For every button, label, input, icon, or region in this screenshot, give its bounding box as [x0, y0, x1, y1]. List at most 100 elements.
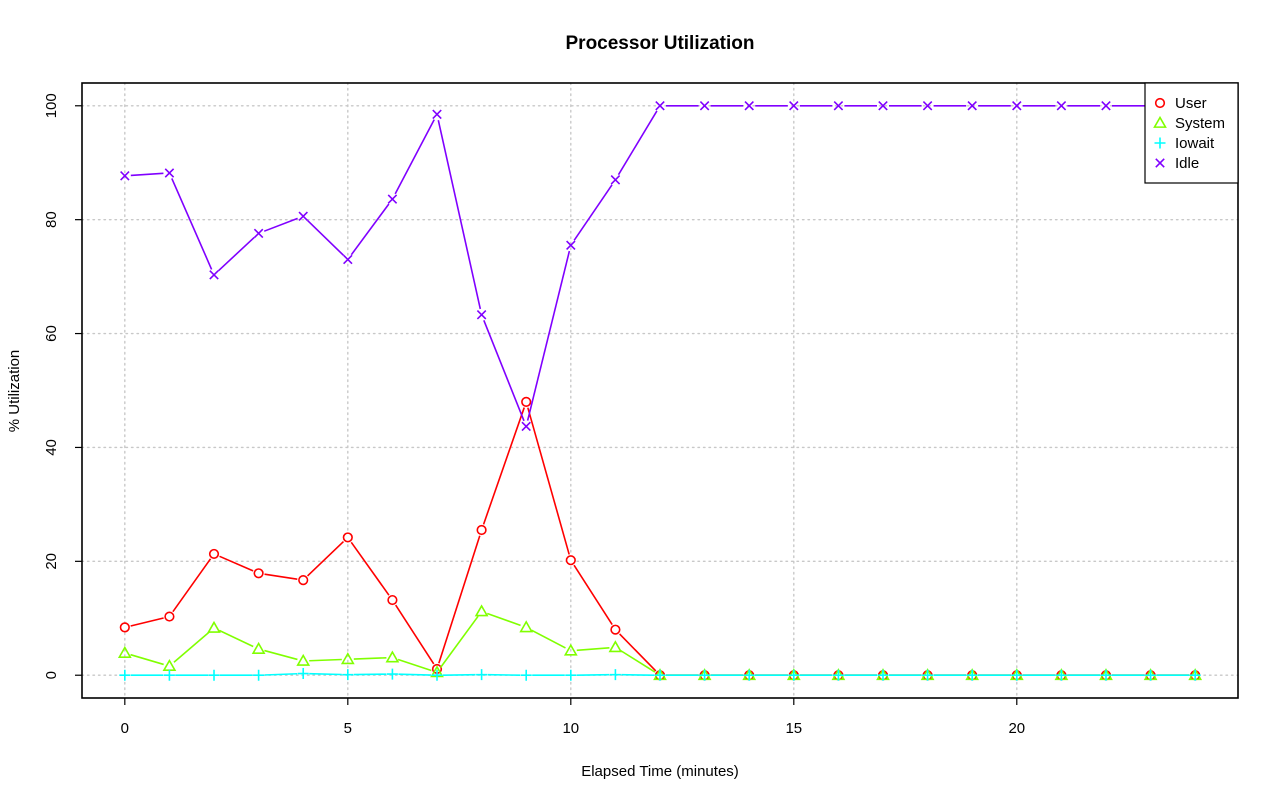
- point-system-3: [251, 641, 266, 654]
- line-segment-system-4: [309, 658, 342, 662]
- point-system-0: [117, 645, 132, 658]
- line-segment-system-11: [620, 649, 656, 673]
- line-segment-user-11: [619, 633, 657, 672]
- line-segment-iowait-6: [398, 673, 432, 676]
- point-idle-13: [699, 101, 710, 111]
- line-segment-idle-1: [171, 178, 213, 270]
- x-tick-label-5: 5: [344, 720, 352, 737]
- point-system-11: [608, 640, 623, 653]
- line-segment-user-6: [394, 604, 435, 665]
- line-segment-system-8: [486, 612, 521, 627]
- line-segment-idle-6: [394, 119, 435, 195]
- legend-label-system: System: [1175, 115, 1225, 132]
- point-idle-21: [1056, 101, 1067, 111]
- plot-frame: [81, 82, 1239, 699]
- y-tick-label-20: 20: [43, 553, 60, 570]
- line-segment-user-3: [264, 573, 298, 581]
- point-iowait-21: [1055, 669, 1067, 681]
- point-idle-4: [298, 211, 308, 222]
- x-tick-label-20: 20: [1008, 720, 1025, 737]
- legend-item-iowait: Iowait: [1154, 135, 1215, 152]
- line-segment-user-0: [130, 617, 164, 627]
- line-segment-user-2: [219, 555, 254, 572]
- point-iowait-9: [520, 669, 532, 681]
- point-iowait-3: [253, 669, 265, 681]
- line-segment-idle-10: [573, 184, 613, 241]
- point-idle-6: [387, 194, 398, 204]
- line-segment-idle-8: [483, 320, 525, 422]
- point-system-10: [563, 643, 578, 656]
- legend-item-system: System: [1153, 115, 1225, 132]
- series-idle: [120, 101, 1200, 432]
- line-segment-idle-7: [437, 120, 482, 310]
- series-user: [119, 396, 1201, 681]
- x-tick-label-10: 10: [562, 720, 579, 737]
- line-segment-user-1: [172, 558, 212, 613]
- line-segment-system-6: [397, 658, 432, 672]
- point-iowait-7: [431, 669, 443, 681]
- point-idle-22: [1101, 101, 1111, 111]
- point-iowait-15: [788, 669, 800, 681]
- point-system-2: [207, 620, 221, 633]
- point-idle-16: [833, 101, 844, 111]
- chart-title: Processor Utilization: [566, 33, 755, 54]
- point-user-11: [610, 624, 621, 635]
- y-tick-label-80: 80: [43, 211, 60, 228]
- point-idle-12: [655, 101, 665, 111]
- point-idle-14: [744, 101, 754, 111]
- point-iowait-14: [743, 669, 755, 681]
- point-iowait-17: [877, 669, 889, 681]
- point-iowait-1: [163, 669, 175, 681]
- line-segment-system-2: [219, 629, 254, 648]
- point-system-5: [340, 652, 355, 665]
- point-system-9: [519, 620, 534, 633]
- point-system-4: [296, 653, 311, 666]
- line-segment-user-9: [527, 407, 570, 555]
- line-segment-user-4: [306, 540, 345, 577]
- line-segment-system-9: [531, 629, 566, 649]
- legend-item-idle: Idle: [1155, 155, 1199, 172]
- line-segment-system-3: [264, 649, 298, 661]
- line-segment-system-0: [130, 653, 164, 666]
- point-idle-18: [922, 101, 933, 111]
- point-user-6: [387, 594, 398, 606]
- line-segment-system-10: [576, 646, 610, 652]
- point-iowait-0: [119, 669, 131, 681]
- x-tick-label-15: 15: [785, 720, 802, 737]
- point-iowait-4: [297, 668, 309, 680]
- point-idle-0: [120, 171, 130, 181]
- legend-marker-iowait: [1154, 137, 1166, 149]
- y-tick-label-0: 0: [43, 671, 60, 679]
- point-system-8: [474, 604, 489, 617]
- line-segment-iowait-3: [264, 672, 298, 676]
- point-user-9: [521, 396, 532, 407]
- point-user-5: [342, 532, 353, 543]
- legend-marker-idle: [1155, 158, 1165, 168]
- legend-marker-user: [1154, 97, 1166, 109]
- point-idle-15: [789, 101, 799, 111]
- legend-label-iowait: Iowait: [1175, 135, 1215, 152]
- grid-layer: [81, 82, 1239, 699]
- line-segment-user-8: [482, 407, 525, 525]
- point-iowait-12: [654, 669, 666, 681]
- point-idle-11: [610, 175, 621, 185]
- point-idle-7: [432, 109, 442, 120]
- point-idle-10: [566, 240, 576, 251]
- point-user-1: [164, 611, 175, 622]
- point-idle-1: [164, 168, 175, 178]
- point-idle-20: [1012, 101, 1022, 111]
- point-iowait-22: [1100, 669, 1112, 681]
- legend-label-user: User: [1175, 95, 1207, 112]
- line-segment-idle-4: [306, 219, 345, 256]
- legend: User System Iowait Idle: [1144, 82, 1239, 184]
- y-axis-label: % Utilization: [6, 350, 23, 433]
- x-tick-label-0: 0: [121, 720, 129, 737]
- point-idle-3: [253, 228, 264, 239]
- point-idle-9: [521, 421, 531, 432]
- point-iowait-2: [208, 669, 220, 681]
- line-segment-system-7: [439, 615, 479, 669]
- point-system-1: [162, 658, 177, 672]
- point-idle-5: [343, 254, 353, 265]
- point-iowait-20: [1011, 669, 1023, 681]
- y-tick-label-60: 60: [43, 325, 60, 342]
